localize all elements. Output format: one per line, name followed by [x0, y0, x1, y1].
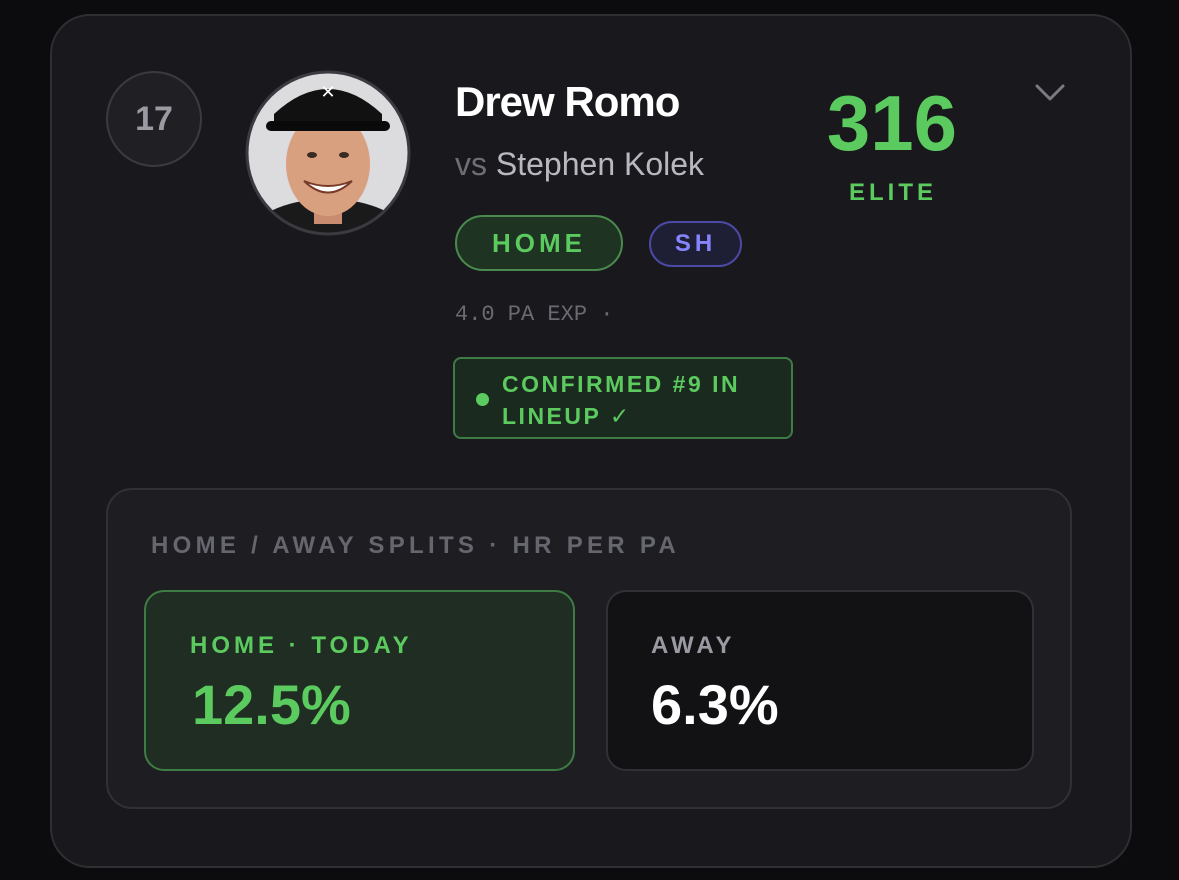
pa-expected: 4.0 PA EXP · [455, 302, 613, 327]
home-split-label: HOME · TODAY [190, 632, 413, 659]
player-avatar: ✕ [245, 70, 411, 236]
expand-chevron[interactable] [1034, 82, 1066, 104]
opponent-name: Stephen Kolek [495, 146, 705, 182]
player-name: Drew Romo [455, 78, 680, 125]
lineup-line: CONFIRMED #9 IN [502, 371, 741, 397]
home-split-value: 12.5% [192, 673, 351, 736]
status-dot [476, 393, 489, 406]
splits-title: HOME / AWAY SPLITS · HR PER PA [151, 532, 681, 559]
away-split-value: 6.3% [651, 673, 779, 736]
score-tier: ELITE [848, 179, 937, 206]
separator: · [600, 302, 614, 327]
vs-prefix: vs [455, 146, 487, 182]
away-split-label: AWAY [651, 632, 736, 659]
rank-badge: 17 [106, 71, 202, 167]
lineup-line: LINEUP ✓ [502, 403, 632, 429]
pa-text: 4.0 PA EXP [455, 302, 588, 327]
lineup-status: CONFIRMED #9 IN LINEUP ✓ [453, 357, 793, 439]
matchup: vs Stephen Kolek [455, 146, 704, 183]
home-split-box [144, 590, 575, 771]
home-badge: HOME [455, 215, 623, 271]
away-split-box [606, 590, 1034, 771]
score-value: 316 [826, 79, 958, 167]
svg-text:✕: ✕ [320, 82, 335, 102]
handedness-badge: SH [649, 221, 742, 267]
